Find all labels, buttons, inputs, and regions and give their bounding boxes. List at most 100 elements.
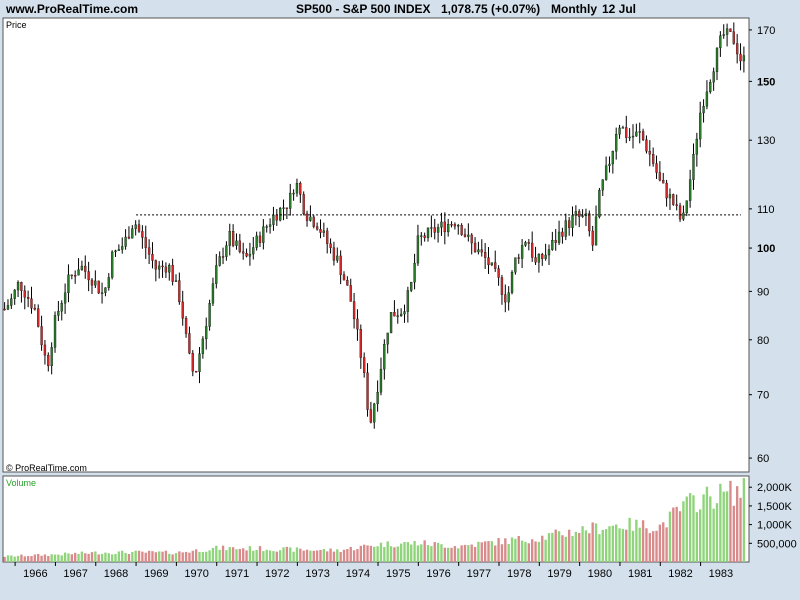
volume-tick-label: 1,000K — [757, 520, 793, 532]
candle-body — [652, 154, 655, 164]
volume-bar — [346, 548, 349, 562]
volume-bar — [416, 545, 420, 562]
volume-bar — [302, 550, 305, 562]
candle-body — [37, 308, 40, 327]
candle-body — [430, 227, 433, 229]
volume-bar — [739, 497, 742, 562]
volume-bar — [369, 545, 373, 562]
candle-body — [188, 333, 191, 354]
volume-bar — [275, 551, 278, 562]
candle-body — [567, 220, 571, 228]
candle-body — [262, 226, 265, 243]
chart-header: www.ProRealTime.com SP500 - S&P 500 INDE… — [0, 0, 800, 18]
volume-bar — [672, 507, 675, 562]
volume-bar — [87, 553, 90, 562]
candle-body — [581, 215, 584, 217]
volume-bar — [715, 503, 719, 562]
volume-bar — [641, 520, 645, 562]
volume-bar — [524, 541, 527, 562]
candle-body — [399, 313, 403, 316]
volume-bar — [23, 556, 26, 562]
x-tick-label: 1981 — [628, 568, 652, 580]
volume-bar — [40, 555, 43, 562]
candle-body — [97, 280, 100, 294]
volume-bar — [137, 550, 141, 562]
candle-body — [211, 283, 215, 304]
volume-bar — [272, 551, 275, 562]
volume-bar — [430, 546, 433, 562]
volume-bar — [719, 483, 722, 562]
volume-bar — [406, 542, 410, 562]
volume-bar — [638, 527, 641, 562]
candle-body — [322, 230, 326, 233]
candle-body — [20, 282, 23, 291]
volume-bar — [265, 549, 268, 562]
volume-bar — [598, 534, 601, 562]
candle-body — [450, 224, 453, 226]
price-tick-label: 130 — [757, 135, 775, 147]
candle-body — [557, 231, 561, 243]
candle-body — [184, 318, 188, 334]
volume-bar — [248, 546, 252, 562]
candle-body — [302, 194, 305, 215]
candle-body — [514, 257, 517, 273]
candle-body — [460, 225, 463, 235]
candle-body — [252, 247, 255, 255]
candle-body — [336, 255, 339, 261]
candle-body — [255, 235, 258, 248]
price-tick-label: 70 — [757, 390, 769, 402]
candle-body — [356, 318, 359, 330]
candle-body — [77, 269, 80, 276]
candle-body — [719, 35, 722, 49]
candle-body — [668, 194, 672, 199]
candle-body — [60, 303, 63, 312]
volume-bar — [319, 550, 322, 562]
volume-bar — [299, 548, 302, 562]
volume-bar — [399, 543, 403, 562]
volume-bar — [514, 538, 517, 562]
volume-bar — [168, 553, 171, 562]
volume-panel — [2, 475, 750, 563]
volume-bar — [725, 491, 729, 562]
volume-bar — [557, 531, 561, 562]
candle-body — [258, 235, 262, 243]
volume-bar — [393, 547, 396, 562]
candle-body — [369, 409, 373, 423]
volume-bar — [699, 509, 702, 562]
candle-body — [315, 226, 319, 230]
candle-body — [393, 312, 396, 317]
candle-body — [685, 200, 688, 214]
volume-bar — [100, 553, 104, 562]
candle-body — [87, 271, 90, 281]
candle-body — [141, 231, 144, 238]
candle-body — [688, 179, 692, 201]
candle-body — [104, 287, 107, 293]
candle-body — [443, 221, 446, 233]
price-panel-label: Price — [6, 20, 27, 30]
candle-body — [574, 211, 578, 216]
candle-body — [534, 257, 537, 263]
volume-bar — [94, 551, 97, 562]
volume-bar — [547, 533, 551, 562]
candle-body — [225, 245, 228, 257]
volume-bar — [329, 548, 332, 562]
volume-bar — [164, 550, 168, 562]
candle-body — [658, 172, 662, 181]
candle-body — [63, 292, 67, 304]
candle-body — [413, 262, 416, 283]
volume-bar — [184, 551, 188, 562]
volume-bar — [591, 522, 594, 562]
candle-body — [30, 298, 33, 309]
candle-body — [198, 353, 201, 373]
volume-bar — [121, 550, 124, 562]
volume-bar — [309, 550, 312, 562]
candle-body — [110, 251, 114, 278]
candle-body — [265, 226, 268, 228]
candle-body — [467, 234, 470, 237]
x-tick-label: 1978 — [507, 568, 531, 580]
volume-bar — [252, 550, 255, 562]
candle-body — [453, 224, 457, 227]
volume-bar — [621, 529, 625, 562]
x-tick-label: 1983 — [709, 568, 733, 580]
